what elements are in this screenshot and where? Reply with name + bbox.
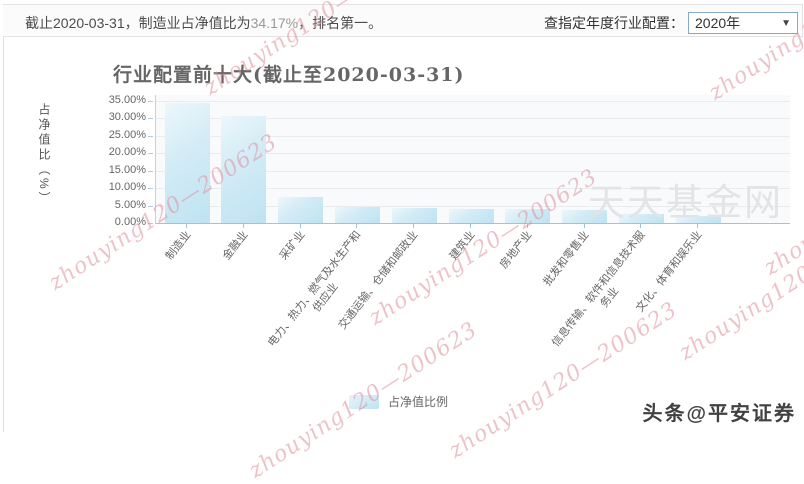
year-filter: 查指定年度行业配置： 2020年 ▼ — [544, 12, 798, 34]
y-tick-mark — [148, 223, 153, 224]
x-tick — [470, 224, 471, 228]
x-tick — [697, 224, 699, 228]
bar-交通运输、仓储和邮政业[interactable] — [391, 207, 437, 223]
x-tick — [526, 224, 528, 228]
gridline — [156, 118, 790, 119]
x-tick — [356, 224, 358, 228]
legend-label: 占净值比例 — [388, 395, 449, 409]
gridline — [156, 100, 790, 102]
bar-文化、体育和娱乐业[interactable] — [675, 216, 721, 223]
year-select-value: 2020年 — [695, 15, 741, 31]
year-filter-label: 查指定年度行业配置： — [544, 15, 684, 31]
plot-area — [155, 95, 790, 224]
site-watermark: 天天基金网 — [588, 181, 783, 224]
chart-title: 行业配置前十大(截止至2020-03-31) — [113, 64, 465, 86]
summary-prefix: 截止2020-03-31，制造业占净值比为 — [25, 15, 251, 31]
x-tick — [242, 224, 244, 228]
y-tick-label: 25.00% — [108, 128, 146, 141]
footer-watermark: 头条@平安证券 — [642, 403, 796, 425]
y-tick-label: 35.00% — [108, 93, 146, 106]
y-tick-mark — [148, 100, 153, 102]
report-summary: 截止2020-03-31，制造业占净值比为34.17%，排名第一。 — [25, 13, 382, 33]
y-tick-label: 5.00% — [114, 198, 146, 211]
bar-电力、热力、燃气及水生产和[interactable] — [334, 206, 380, 223]
bar-制造业[interactable] — [164, 103, 210, 223]
legend-swatch — [349, 394, 379, 409]
x-tick — [413, 224, 415, 228]
y-tick-label: 10.00% — [108, 181, 146, 193]
y-tick-label: 30.00% — [108, 111, 146, 123]
y-tick-mark — [148, 135, 153, 137]
y-tick-mark — [148, 153, 153, 154]
year-select[interactable]: 2020年 ▼ — [688, 12, 798, 34]
bar-采矿业[interactable] — [278, 197, 324, 223]
bar-建筑业[interactable] — [448, 209, 494, 223]
gridline — [156, 153, 790, 154]
gridline — [156, 188, 790, 189]
x-tick — [640, 224, 642, 228]
page-panel — [3, 4, 803, 432]
y-tick-mark — [148, 205, 153, 207]
chart-legend: 占净值比例 — [349, 393, 448, 410]
summary-value: 34.17% — [250, 15, 299, 31]
y-tick-mark — [148, 170, 153, 172]
gridline — [156, 135, 790, 137]
x-tick — [583, 224, 585, 228]
report-header: 截止2020-03-31，制造业占净值比为34.17%，排名第一。 查指定年度行… — [3, 4, 803, 37]
bar-批发和零售业[interactable] — [562, 210, 608, 223]
y-tick-label: 15.00% — [108, 163, 146, 176]
y-tick-label: 0.00% — [114, 216, 146, 228]
bar-房地产业[interactable] — [505, 209, 551, 223]
bar-信息传输、软件和信息技术服[interactable] — [618, 213, 664, 223]
chevron-down-icon: ▼ — [781, 17, 791, 29]
summary-suffix: ，排名第一。 — [298, 15, 383, 31]
gridline — [156, 170, 790, 172]
y-tick-mark — [148, 188, 153, 189]
bar-金融业[interactable] — [221, 115, 267, 223]
y-axis-title: 占净值比（%） — [37, 103, 51, 207]
x-tick — [186, 224, 187, 228]
y-tick-label: 20.00% — [108, 146, 146, 158]
gridline — [156, 205, 790, 207]
y-tick-mark — [148, 118, 153, 119]
x-tick — [299, 224, 301, 228]
